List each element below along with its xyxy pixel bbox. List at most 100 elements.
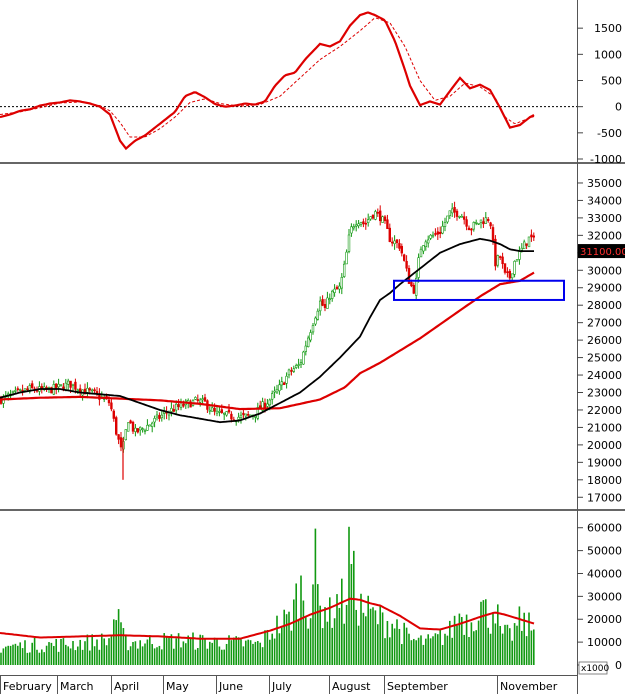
unit-label-box [578,661,608,675]
volume-bar [307,628,309,665]
candle-body [69,380,72,388]
volume-bar [0,652,2,665]
volume-bar [170,634,173,665]
volume-bar [161,649,163,665]
candle-body [225,411,228,416]
volume-bar [509,628,511,665]
y-tick-label: 28000 [587,299,622,312]
volume-bar [163,633,165,665]
candle-body [294,365,298,368]
candle-body [119,437,123,448]
volume-bar [489,633,492,665]
candle-body [299,362,303,365]
x-month-label: June [218,680,243,693]
volume-bar [168,637,170,665]
volume-bar [156,647,158,665]
y-tick-label: 20000 [587,439,622,452]
candle-body [203,397,207,402]
candle-body [342,263,346,277]
volume-bar [290,630,293,665]
volume-bar [122,628,125,665]
volume-bar [312,584,314,665]
volume-bar [204,639,206,665]
volume-bar [319,605,321,665]
y-tick-label: 30000 [587,590,622,603]
candle-body [467,227,471,231]
volume-bar [101,633,103,665]
candle-body [366,219,370,223]
volume-bar [206,648,209,665]
candle-body [141,428,144,430]
y-tick-label: 24000 [587,369,622,382]
volume-bar [492,612,494,665]
volume-bar [137,648,139,665]
volume-bar [201,635,204,665]
candle-body [211,407,214,412]
volume-bar [530,630,533,665]
candle-body [302,351,305,365]
y-tick-label: 29000 [587,282,622,295]
volume-bar [456,625,458,665]
volume-bar [427,634,429,665]
volume-bar [511,640,513,665]
candle-body [359,221,363,225]
volume-bar [53,646,55,665]
volume-bar [65,644,67,665]
volume-bar [62,638,65,665]
volume-bar [278,633,281,665]
volume-bar [240,639,242,665]
candle-body [117,434,120,440]
candle-body [30,383,34,389]
candle-body [472,222,475,230]
volume-bar [384,638,386,665]
volume-bar [449,620,451,665]
candle-body [335,286,339,290]
candle-body [247,414,250,416]
candle-body [182,403,185,407]
candle-body [530,234,533,238]
x-month-label: August [332,680,371,693]
candle-body [414,277,418,296]
candle-body [513,260,516,275]
volume-bar [499,625,501,665]
volume-bar [365,616,367,665]
volume-bar [401,644,403,665]
volume-bar [57,651,60,665]
candle-body [362,221,365,225]
volume-bar [93,646,96,665]
candle-body [453,207,456,213]
volume-bar [326,621,329,665]
volume-bar [91,634,93,665]
candle-body [131,421,135,432]
volume-bar [333,618,336,665]
y-tick-label: 22000 [587,404,622,417]
volume-bar [525,636,528,665]
candle-body [419,248,423,258]
volume-bar [247,639,249,665]
volume-bar [391,623,393,665]
volume-bar [413,638,415,665]
volume-bar [117,609,120,665]
volume-bar [281,627,283,665]
candle-body [518,250,521,260]
y-tick-label: 0 [615,659,622,672]
candle-body [268,399,271,406]
volume-bar [187,635,189,665]
volume-bar [343,623,345,665]
volume-bar [218,646,221,665]
volume-bar [345,604,348,665]
volume-bar [494,623,497,665]
candle-body [59,384,63,386]
candle-body [422,245,425,252]
volume-bar [468,637,470,665]
candle-body [292,368,295,372]
candle-body [333,288,336,293]
volume-bar [60,638,62,665]
volume-bar [410,640,413,665]
candle-body [474,221,478,224]
volume-bar [487,627,489,665]
volume-bar [317,584,319,665]
candle-body [374,211,377,220]
candle-body [458,215,461,218]
volume-bar [19,642,21,665]
